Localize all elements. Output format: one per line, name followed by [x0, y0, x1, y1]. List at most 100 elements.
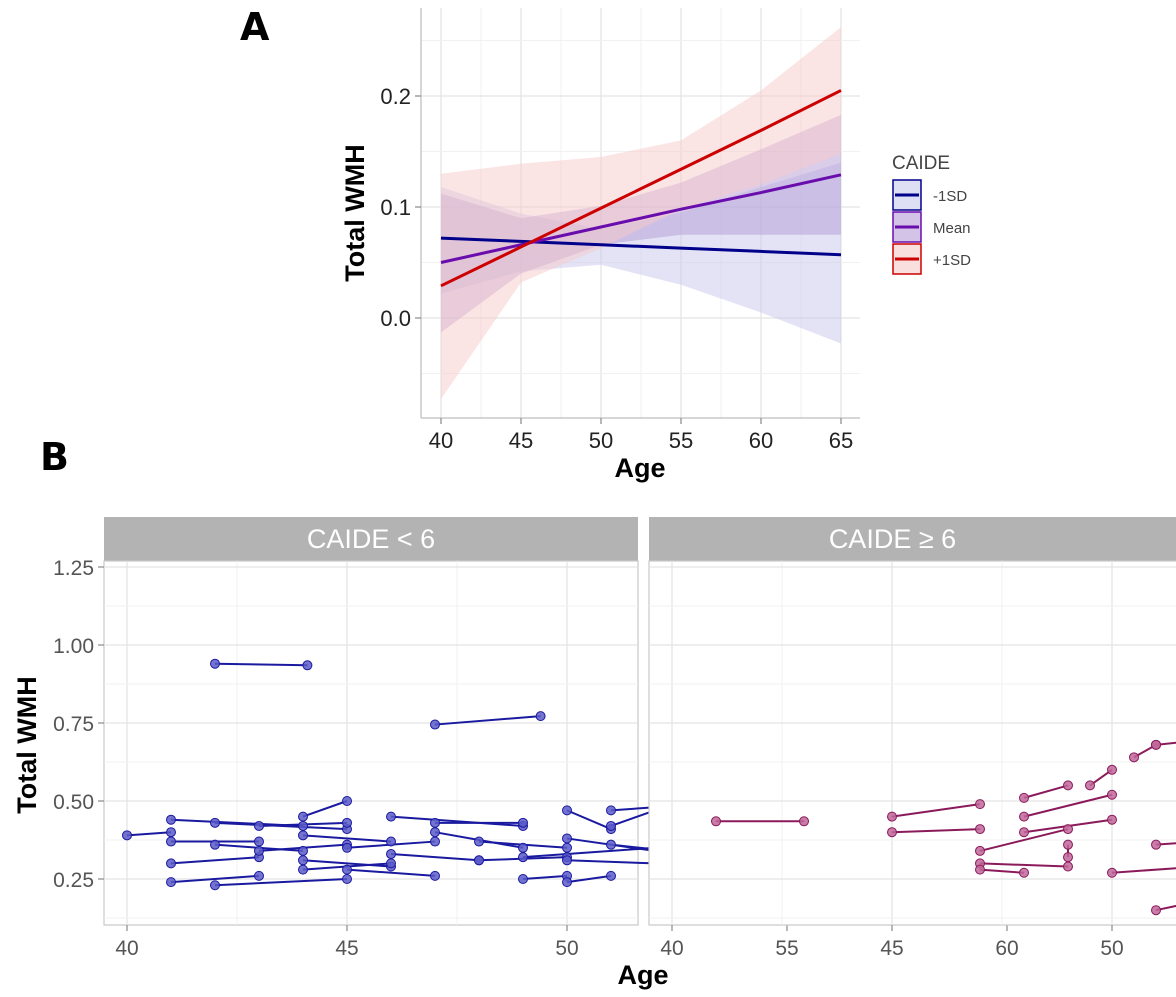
- x-tick-label: 55: [775, 937, 798, 960]
- legend-label-+1SD: +1SD: [933, 252, 971, 269]
- data-point: [387, 850, 396, 859]
- data-point: [1020, 793, 1029, 802]
- data-point: [888, 812, 897, 821]
- x-tick-label: 50: [589, 428, 613, 453]
- data-point: [211, 840, 220, 849]
- data-point: [1064, 853, 1073, 862]
- data-point: [1130, 753, 1139, 762]
- panel-b-letter: B: [40, 435, 69, 479]
- x-tick-label: 45: [880, 937, 903, 960]
- data-point: [431, 818, 440, 827]
- data-point: [1020, 828, 1029, 837]
- data-point: [299, 846, 308, 855]
- y-tick-label: 0.1: [380, 195, 411, 220]
- data-point: [343, 843, 352, 852]
- data-point: [1108, 765, 1117, 774]
- data-point: [431, 837, 440, 846]
- data-point: [387, 837, 396, 846]
- panel-b-y-ticks: 0.250.500.751.001.25: [53, 557, 104, 892]
- data-point: [431, 871, 440, 880]
- data-point: [563, 834, 572, 843]
- data-point: [1108, 868, 1117, 877]
- data-point: [1020, 812, 1029, 821]
- data-point: [1108, 815, 1117, 824]
- data-point: [1064, 840, 1073, 849]
- x-tick-label: 50: [555, 937, 578, 960]
- data-point: [343, 797, 352, 806]
- data-point: [607, 806, 616, 815]
- data-point: [387, 859, 396, 868]
- data-point: [519, 853, 528, 862]
- data-point: [299, 865, 308, 874]
- data-point: [167, 815, 176, 824]
- data-point: [976, 825, 985, 834]
- data-point: [299, 821, 308, 830]
- data-point: [431, 720, 440, 729]
- x-tick-label: 60: [749, 428, 773, 453]
- x-tick-label: 40: [429, 428, 453, 453]
- legend-label-Mean: Mean: [933, 220, 971, 237]
- data-point: [167, 878, 176, 887]
- data-point: [299, 812, 308, 821]
- data-point: [167, 859, 176, 868]
- data-point: [607, 840, 616, 849]
- data-point: [888, 828, 897, 837]
- data-point: [1086, 781, 1095, 790]
- data-point: [563, 878, 572, 887]
- y-tick-label: 1.25: [53, 557, 94, 580]
- y-tick-label: 0.75: [53, 713, 94, 736]
- data-point: [712, 817, 721, 826]
- x-tick-label: 45: [335, 937, 358, 960]
- panel-a-x-axis-title: Age: [614, 453, 665, 483]
- data-point: [607, 821, 616, 830]
- y-tick-label: 0.25: [53, 869, 94, 892]
- data-point: [431, 828, 440, 837]
- facet-strip-label: CAIDE ≥ 6: [829, 524, 956, 554]
- legend-label--1SD: -1SD: [933, 188, 967, 205]
- data-point: [211, 659, 220, 668]
- panel-a-legend: CAIDE -1SD Mean +1SD: [892, 153, 971, 274]
- data-point: [1152, 840, 1161, 849]
- data-point: [1152, 906, 1161, 915]
- y-tick-label: 0.2: [380, 84, 411, 109]
- data-point: [563, 843, 572, 852]
- facet-panel-border: [649, 561, 1176, 925]
- data-point: [303, 661, 312, 670]
- x-tick-label: 45: [509, 428, 533, 453]
- data-point: [299, 831, 308, 840]
- panel-b-x-axis-title: Age: [617, 960, 668, 990]
- data-point: [167, 828, 176, 837]
- panel-a-y-ticks: 0.00.10.2: [380, 84, 421, 331]
- data-point: [343, 875, 352, 884]
- data-point: [1064, 825, 1073, 834]
- data-point: [123, 831, 132, 840]
- x-tick-label: 60: [995, 937, 1018, 960]
- data-point: [255, 821, 264, 830]
- panel-b-y-axis-title: Total WMH: [12, 676, 42, 813]
- data-point: [255, 871, 264, 880]
- data-point: [211, 818, 220, 827]
- data-point: [1064, 862, 1073, 871]
- legend-title: CAIDE: [892, 153, 950, 174]
- data-point: [299, 856, 308, 865]
- data-point: [976, 800, 985, 809]
- panel-a-y-axis-title: Total WMH: [340, 144, 370, 281]
- data-point: [1064, 781, 1073, 790]
- legend-keys: -1SD Mean +1SD: [893, 180, 971, 274]
- data-point: [519, 875, 528, 884]
- data-point: [519, 843, 528, 852]
- data-point: [255, 837, 264, 846]
- x-tick-label: 65: [829, 428, 853, 453]
- data-point: [1020, 868, 1029, 877]
- y-tick-label: 0.50: [53, 791, 94, 814]
- data-point: [475, 856, 484, 865]
- data-point: [387, 812, 396, 821]
- data-point: [976, 865, 985, 874]
- data-point: [563, 856, 572, 865]
